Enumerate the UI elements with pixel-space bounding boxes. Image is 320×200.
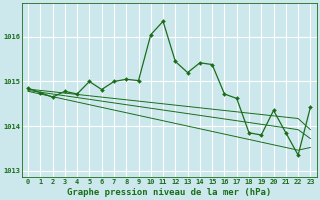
X-axis label: Graphe pression niveau de la mer (hPa): Graphe pression niveau de la mer (hPa) xyxy=(67,188,271,197)
